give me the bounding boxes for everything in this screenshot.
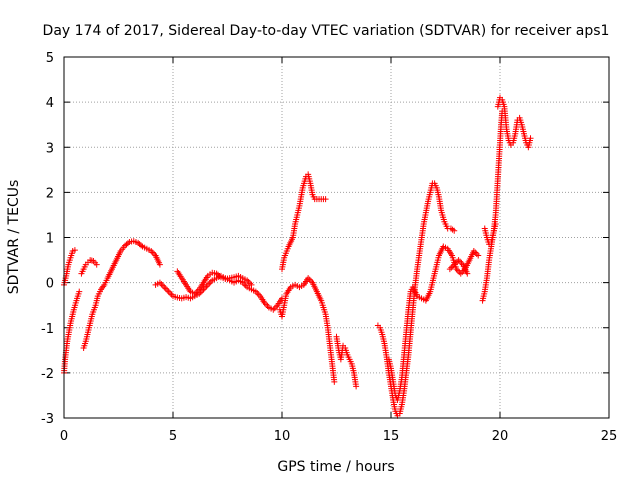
y-tick-label: 0 bbox=[46, 277, 54, 292]
grid-lines bbox=[64, 57, 609, 418]
data-point bbox=[475, 252, 482, 259]
data-point bbox=[138, 242, 145, 249]
data-point bbox=[207, 278, 214, 285]
y-tick-label: 3 bbox=[46, 141, 54, 156]
data-point bbox=[464, 270, 471, 277]
data-point bbox=[162, 285, 169, 292]
y-tick-label: -1 bbox=[41, 322, 54, 337]
data-point bbox=[448, 264, 455, 271]
data-point bbox=[254, 290, 261, 297]
data-point bbox=[124, 240, 131, 247]
data-point bbox=[164, 287, 171, 294]
y-axis-label: SDTVAR / TECUs bbox=[6, 180, 22, 295]
x-tick-label: 0 bbox=[60, 429, 68, 444]
data-point bbox=[457, 270, 464, 277]
x-tick-label: 5 bbox=[169, 429, 177, 444]
y-tick-label: -2 bbox=[41, 367, 54, 382]
data-point bbox=[473, 251, 480, 258]
x-tick-label: 20 bbox=[492, 429, 509, 444]
data-point bbox=[158, 281, 165, 288]
x-tick-label: 15 bbox=[383, 429, 400, 444]
data-point bbox=[353, 383, 360, 390]
data-point bbox=[156, 261, 163, 268]
data-point bbox=[527, 135, 534, 142]
data-point bbox=[161, 284, 168, 291]
chart-title: Day 174 of 2017, Sidereal Day-to-day VTE… bbox=[43, 23, 610, 39]
data-point bbox=[248, 281, 255, 288]
data-point bbox=[271, 305, 278, 312]
y-tick-label: -3 bbox=[41, 412, 54, 427]
data-point bbox=[149, 249, 156, 256]
data-point bbox=[264, 302, 271, 309]
data-point bbox=[193, 289, 200, 296]
x-tick-label: 10 bbox=[274, 429, 291, 444]
data-points bbox=[61, 94, 534, 419]
data-point bbox=[71, 247, 78, 254]
y-tick-label: 1 bbox=[46, 232, 54, 247]
data-point bbox=[451, 227, 458, 234]
plot-frame bbox=[63, 56, 610, 419]
y-tick-label: 2 bbox=[46, 186, 54, 201]
data-point bbox=[331, 378, 338, 385]
data-point bbox=[165, 288, 172, 295]
data-point bbox=[216, 273, 223, 280]
axis-ticks: 0 5 10 15 20 25 -3 -2 -1 0 1 2 3 4 5 bbox=[41, 51, 617, 444]
data-point bbox=[167, 290, 174, 297]
x-axis-label: GPS time / hours bbox=[277, 459, 394, 475]
y-tick-label: 4 bbox=[46, 96, 54, 111]
y-tick-label: 5 bbox=[46, 51, 54, 66]
data-point bbox=[457, 258, 464, 265]
data-point bbox=[76, 288, 83, 295]
data-point bbox=[322, 196, 329, 203]
x-tick-label: 25 bbox=[601, 429, 618, 444]
data-point bbox=[446, 266, 453, 273]
data-point bbox=[492, 220, 499, 227]
data-point bbox=[93, 261, 100, 268]
